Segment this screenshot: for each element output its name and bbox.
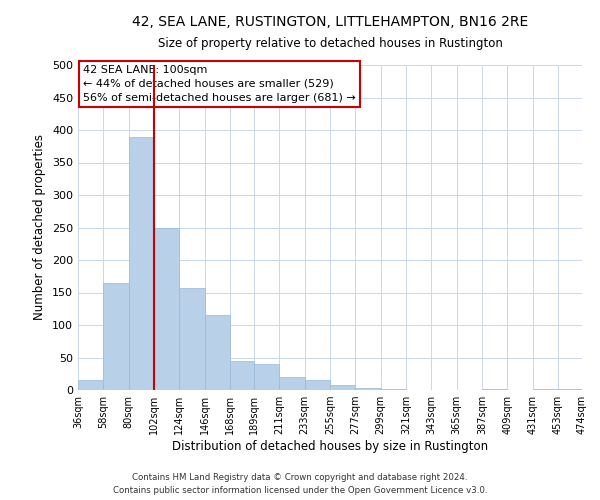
Text: Contains HM Land Registry data © Crown copyright and database right 2024.
Contai: Contains HM Land Registry data © Crown c… [113,474,487,495]
Bar [78,380,103,390]
Bar [330,386,355,390]
Bar [305,380,330,390]
Text: 42, SEA LANE, RUSTINGTON, LITTLEHAMPTON, BN16 2RE: 42, SEA LANE, RUSTINGTON, LITTLEHAMPTON,… [132,15,528,29]
Bar [154,228,179,390]
Text: Size of property relative to detached houses in Rustington: Size of property relative to detached ho… [158,38,502,51]
Bar [355,388,380,390]
Text: 42 SEA LANE: 100sqm
← 44% of detached houses are smaller (529)
56% of semi-detac: 42 SEA LANE: 100sqm ← 44% of detached ho… [83,65,356,103]
Y-axis label: Number of detached properties: Number of detached properties [34,134,46,320]
X-axis label: Distribution of detached houses by size in Rustington: Distribution of detached houses by size … [172,440,488,453]
Bar [254,364,280,390]
Bar [482,388,507,390]
Bar [128,136,154,390]
Bar [533,388,558,390]
Bar [230,361,254,390]
Bar [179,288,205,390]
Bar [205,316,230,390]
Bar [280,377,305,390]
Bar [103,283,128,390]
